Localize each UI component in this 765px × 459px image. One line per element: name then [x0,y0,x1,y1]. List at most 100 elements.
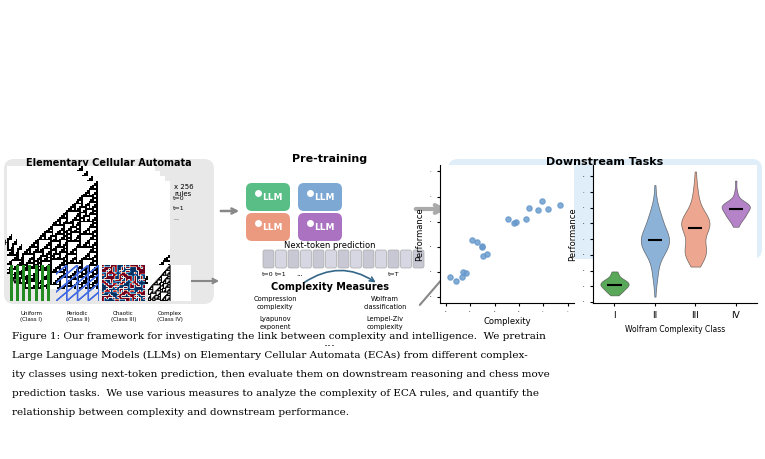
FancyBboxPatch shape [401,250,412,268]
Bar [659,235,668,243]
Bar [633,200,641,208]
Point [477,242,489,250]
Bar [668,243,676,252]
Text: rules: rules [174,191,191,197]
Bar [623,200,633,208]
Point [444,273,456,280]
FancyBboxPatch shape [4,159,214,304]
Text: Lyapunov
exponent: Lyapunov exponent [259,316,291,330]
Text: LLM: LLM [262,223,282,231]
Bar [615,217,623,226]
FancyBboxPatch shape [263,250,274,268]
Bar [676,243,685,252]
FancyBboxPatch shape [246,213,290,241]
Bar [623,243,633,252]
Point [536,197,549,205]
Bar [650,200,659,208]
Text: Elementary Cellular Automata: Elementary Cellular Automata [26,158,192,168]
FancyBboxPatch shape [350,250,362,268]
Bar [41,265,44,301]
Bar [615,182,623,191]
Text: Chess Move Prediction: Chess Move Prediction [633,169,728,179]
Point [477,252,490,259]
Bar [641,235,650,243]
Bar [485,225,499,249]
Text: ...: ... [324,336,336,349]
Text: Compression
complexity: Compression complexity [253,296,297,310]
FancyBboxPatch shape [376,250,386,268]
Text: Downstream Tasks: Downstream Tasks [546,157,663,167]
Bar [676,217,685,226]
Text: →: → [531,212,542,226]
Bar [623,226,633,235]
FancyBboxPatch shape [275,250,287,268]
Bar [650,226,659,235]
Text: ...: ... [297,271,304,277]
Bar [641,243,650,252]
Bar [641,208,650,217]
FancyBboxPatch shape [388,250,399,268]
Point [522,204,535,212]
Bar [623,235,633,243]
Bar [633,243,641,252]
Text: Chaotic
(Class III): Chaotic (Class III) [111,311,136,322]
Bar [633,182,641,191]
Bar [615,200,623,208]
X-axis label: Complexity: Complexity [483,317,531,326]
Text: t=0: t=0 [173,196,184,202]
Text: LLM: LLM [314,223,334,231]
Bar [676,226,685,235]
FancyBboxPatch shape [413,250,424,268]
Text: t=1: t=1 [173,206,184,211]
Bar [615,208,623,217]
Bar [676,208,685,217]
Text: x 256: x 256 [174,184,194,190]
Bar [650,182,659,191]
Bar [34,265,37,301]
Bar [668,217,676,226]
Bar [500,189,514,249]
Bar [22,265,25,301]
Point [457,269,469,276]
Point [455,274,467,281]
Bar [650,243,659,252]
Text: ity classes using next-token prediction, then evaluate them on downstream reason: ity classes using next-token prediction,… [12,370,550,379]
Bar [676,235,685,243]
Text: ]: ] [524,205,536,234]
Point [460,269,472,276]
FancyBboxPatch shape [363,250,374,268]
Text: Large Language Models (LLMs) on Elementary Cellular Automata (ECAs) from differe: Large Language Models (LLMs) on Elementa… [12,351,528,360]
FancyBboxPatch shape [298,183,342,211]
Bar [676,191,685,200]
Point [520,215,532,223]
Bar [641,200,650,208]
Bar [659,226,668,235]
Text: relationship between complexity and downstream performance.: relationship between complexity and down… [12,408,349,417]
Bar [641,182,650,191]
Text: LLM: LLM [314,192,334,202]
Point [477,244,489,251]
Bar [615,235,623,243]
FancyArrowPatch shape [304,270,374,282]
Bar [633,235,641,243]
FancyBboxPatch shape [448,159,762,259]
Y-axis label: Performance: Performance [568,207,578,261]
Text: prediction tasks.  We use various measures to analyze the complexity of ECA rule: prediction tasks. We use various measure… [12,389,539,398]
Text: Time: Time [6,225,15,245]
Bar [615,191,623,200]
Bar [633,191,641,200]
Text: ?: ? [541,209,552,229]
Bar [16,265,19,301]
Text: t=0: t=0 [262,272,274,276]
Text: LLM: LLM [262,192,282,202]
Bar [455,205,469,221]
Bar [668,182,676,191]
Text: Complexity Measures: Complexity Measures [271,282,389,292]
Bar [641,191,650,200]
Point [532,207,544,214]
Point [503,215,515,223]
Point [542,206,555,213]
Point [480,250,493,257]
Text: Complex
(Class IV): Complex (Class IV) [157,311,182,322]
Bar [615,226,623,235]
